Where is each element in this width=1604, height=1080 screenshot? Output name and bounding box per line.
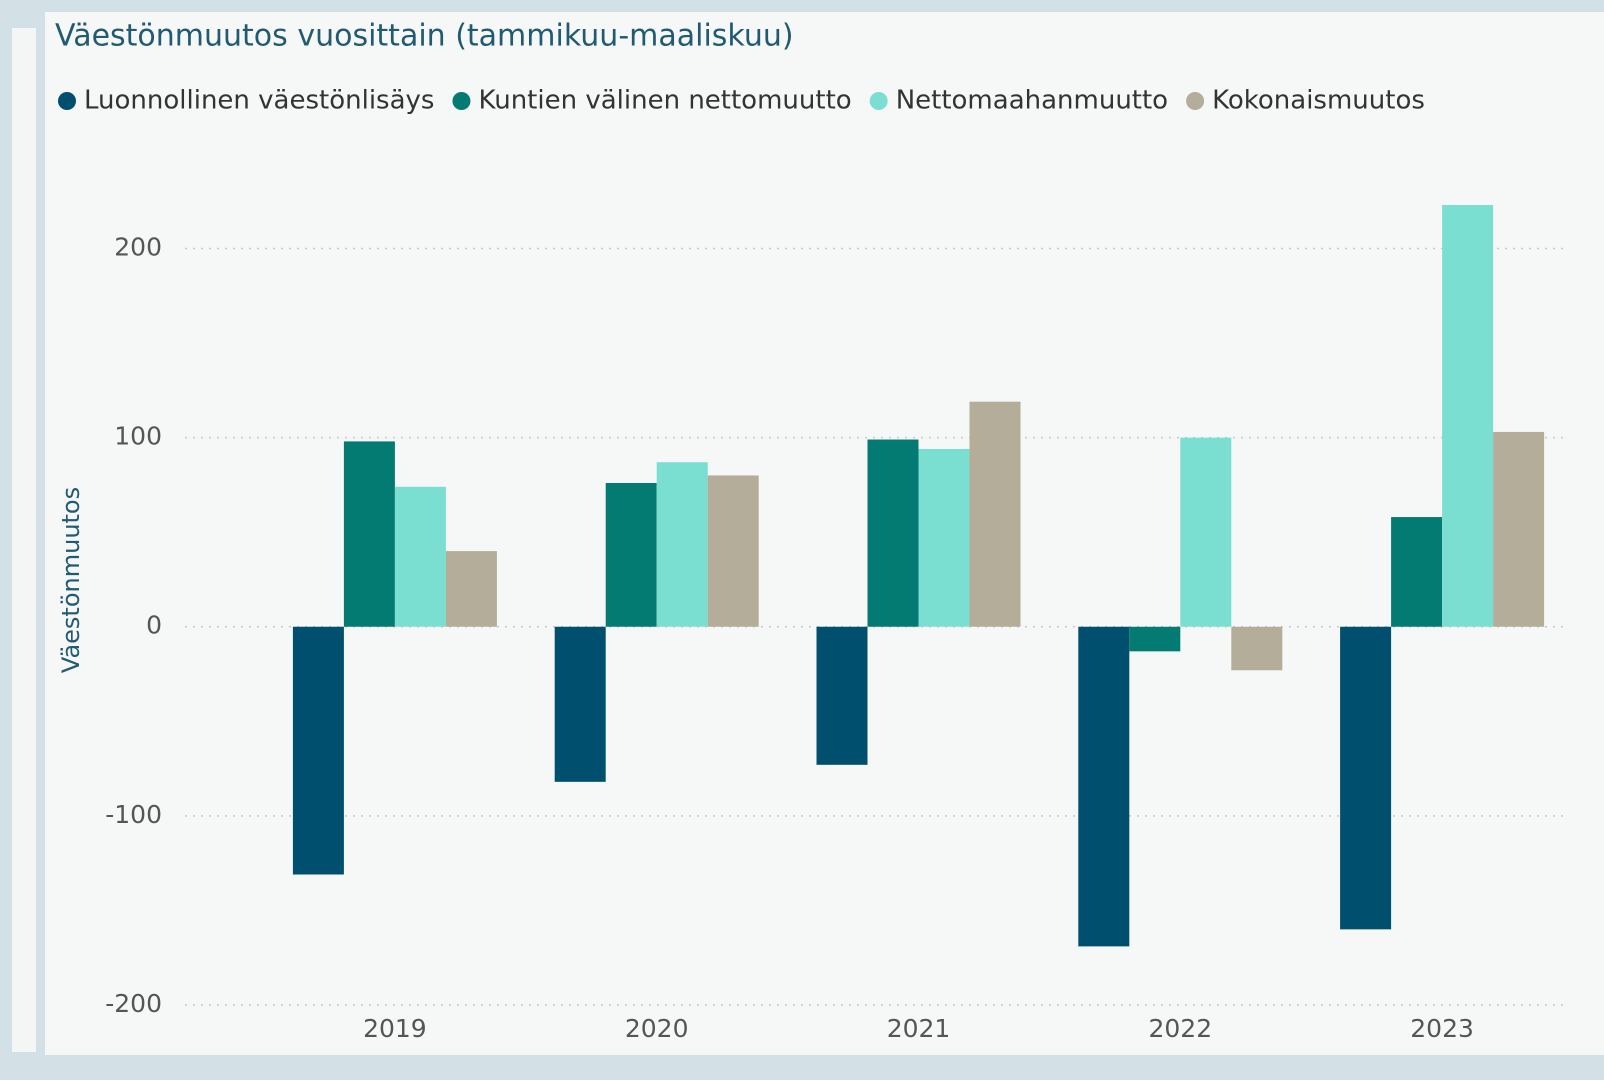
y-tick-label: 100: [114, 422, 162, 451]
bar: [1340, 626, 1392, 930]
bar: [867, 439, 919, 627]
y-axis-title: Väestönmuutos: [57, 487, 85, 673]
bar: [1180, 437, 1232, 627]
bar: [292, 626, 344, 875]
legend-marker: [1186, 92, 1205, 110]
chart-title: Väestönmuutos vuosittain (tammikuu-maali…: [55, 19, 794, 54]
x-tick-label: 2019: [363, 1014, 427, 1043]
bar: [656, 462, 708, 627]
bar: [918, 448, 970, 627]
legend-label: Nettomaahanmuutto: [896, 86, 1168, 116]
legend-marker: [58, 92, 76, 110]
y-tick-label: -100: [105, 800, 162, 829]
bar: [343, 441, 395, 627]
x-tick-label: 2021: [887, 1014, 951, 1043]
bar: [1442, 205, 1494, 627]
side-panel: [12, 28, 36, 1052]
legend-marker: [452, 92, 471, 110]
y-tick-label: -200: [105, 989, 162, 1018]
y-tick-label: 0: [146, 611, 162, 640]
bar: [707, 475, 759, 627]
bar: [816, 626, 868, 765]
bar: [1391, 517, 1443, 627]
legend-label: Kokonaismuutos: [1212, 86, 1425, 116]
bar: [1129, 626, 1181, 652]
legend-label: Kuntien välinen nettomuutto: [478, 86, 851, 116]
bar: [394, 486, 446, 627]
y-tick-label: 200: [114, 232, 162, 261]
bar: [1078, 626, 1130, 947]
bar: [605, 483, 657, 627]
x-tick-label: 2020: [625, 1014, 689, 1043]
bar: [1493, 431, 1545, 627]
legend-label: Luonnollinen väestönlisäys: [84, 86, 434, 116]
bar: [554, 626, 606, 782]
bar: [969, 401, 1021, 627]
legend-marker: [869, 92, 888, 110]
x-tick-label: 2023: [1410, 1014, 1474, 1043]
bar: [1231, 626, 1283, 671]
x-tick-label: 2022: [1148, 1014, 1212, 1043]
bar: [445, 551, 497, 627]
